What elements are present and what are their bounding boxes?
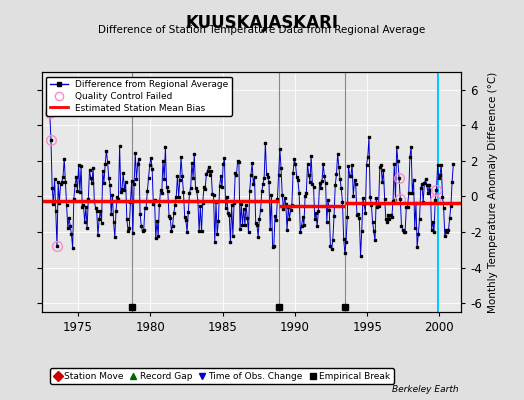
Legend: Station Move, Record Gap, Time of Obs. Change, Empirical Break: Station Move, Record Gap, Time of Obs. C… xyxy=(50,368,394,384)
Text: Difference of Station Temperature Data from Regional Average: Difference of Station Temperature Data f… xyxy=(99,25,425,35)
Text: KUUSKAJASKARI: KUUSKAJASKARI xyxy=(185,14,339,32)
Y-axis label: Monthly Temperature Anomaly Difference (°C): Monthly Temperature Anomaly Difference (… xyxy=(487,71,498,313)
Text: Berkeley Earth: Berkeley Earth xyxy=(392,385,458,394)
